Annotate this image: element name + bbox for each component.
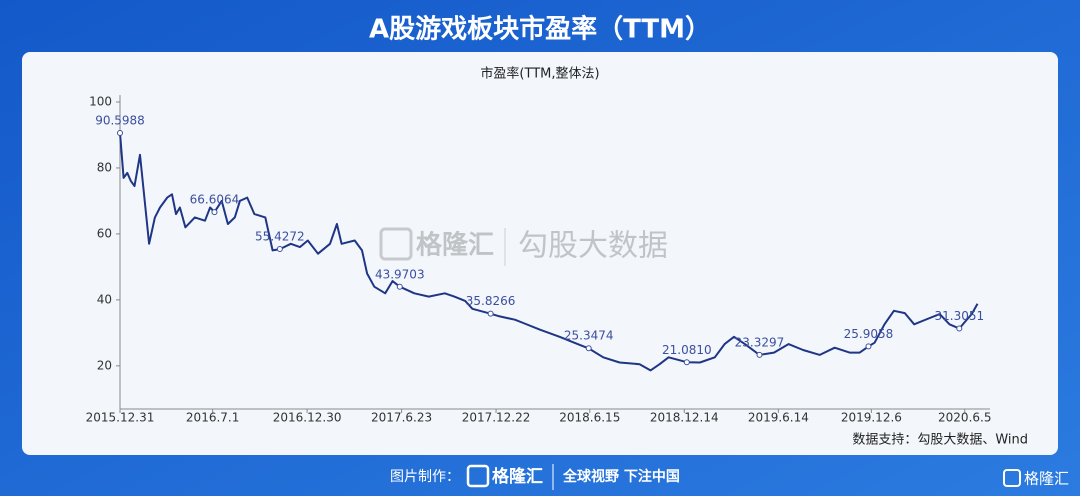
x-tick-label: 2017.12.22 bbox=[462, 411, 531, 425]
annotation-marker bbox=[683, 359, 690, 366]
annotation-marker bbox=[487, 310, 494, 317]
y-tick-label: 40 bbox=[97, 292, 112, 306]
x-tick-label: 2016.7.1 bbox=[186, 411, 239, 425]
annotation-label: 31.3051 bbox=[934, 309, 984, 323]
corner-logo: 格隆汇 bbox=[1024, 470, 1069, 488]
footer-brand: 格隆汇 bbox=[492, 466, 543, 487]
chart-title: 市盈率(TTM,整体法) bbox=[480, 66, 599, 82]
annotation-label: 25.9058 bbox=[844, 327, 894, 341]
annotation-marker bbox=[117, 130, 123, 137]
line bbox=[119, 132, 979, 372]
plot: 20 40 60 80 100 2015.12.31 2016.7.1 2016.12.30 2… bbox=[86, 95, 992, 425]
x-tick-label: 2019.12.6 bbox=[841, 411, 902, 425]
x-tick-label: 2016.12.30 bbox=[273, 411, 342, 425]
y-tick-label: 20 bbox=[97, 358, 112, 372]
source: 数据支持：勾股大数据、Wind bbox=[852, 433, 1028, 448]
corner-icon bbox=[1003, 469, 1021, 487]
annotation-marker bbox=[396, 283, 403, 290]
annotation-label: 90.5988 bbox=[95, 114, 145, 128]
watermark-product: 勾股大数据 bbox=[518, 229, 668, 264]
watermark: 格隆汇 勾股大数据 bbox=[379, 227, 668, 266]
watermark-icon bbox=[379, 227, 413, 261]
annotation-marker bbox=[756, 351, 763, 358]
x-tick-label: 2015.12.31 bbox=[86, 411, 155, 425]
panel bbox=[22, 52, 1058, 455]
annotation-label: 35.8266 bbox=[466, 294, 516, 308]
annotation-label: 25.3474 bbox=[564, 329, 614, 343]
footer-icon bbox=[466, 464, 490, 488]
y-tick-label: 60 bbox=[97, 226, 112, 240]
annotation-marker bbox=[276, 245, 283, 252]
page-title: A股游戏板块市盈率（TTM） bbox=[369, 14, 711, 45]
x-tick-label: 2020.6.5 bbox=[938, 411, 991, 425]
footer-slogan: 全球视野 下注中国 bbox=[562, 468, 680, 485]
annotation-label: 21.0810 bbox=[662, 343, 712, 357]
annotation-marker bbox=[865, 343, 872, 350]
annotation-label: 43.9703 bbox=[375, 267, 425, 281]
annotation-marker bbox=[211, 209, 218, 216]
x-tick-label: 2018.6.15 bbox=[559, 411, 620, 425]
y-tick-label: 100 bbox=[89, 95, 112, 109]
annotation-label: 55.4272 bbox=[255, 229, 305, 243]
footer-credit: 图片制作： bbox=[390, 469, 460, 485]
annotation-marker bbox=[585, 345, 592, 352]
watermark-brand: 格隆汇 bbox=[416, 230, 494, 261]
x-tick-label: 2018.12.14 bbox=[650, 411, 719, 425]
x-tick-label: 2019.6.14 bbox=[748, 411, 809, 425]
y-tick-label: 80 bbox=[97, 160, 112, 174]
annotation-label: 23.3297 bbox=[735, 335, 785, 349]
annotation-label: 66.6064 bbox=[190, 193, 240, 207]
annotation-marker bbox=[956, 325, 963, 332]
x-tick-label: 2017.6.23 bbox=[371, 411, 432, 425]
